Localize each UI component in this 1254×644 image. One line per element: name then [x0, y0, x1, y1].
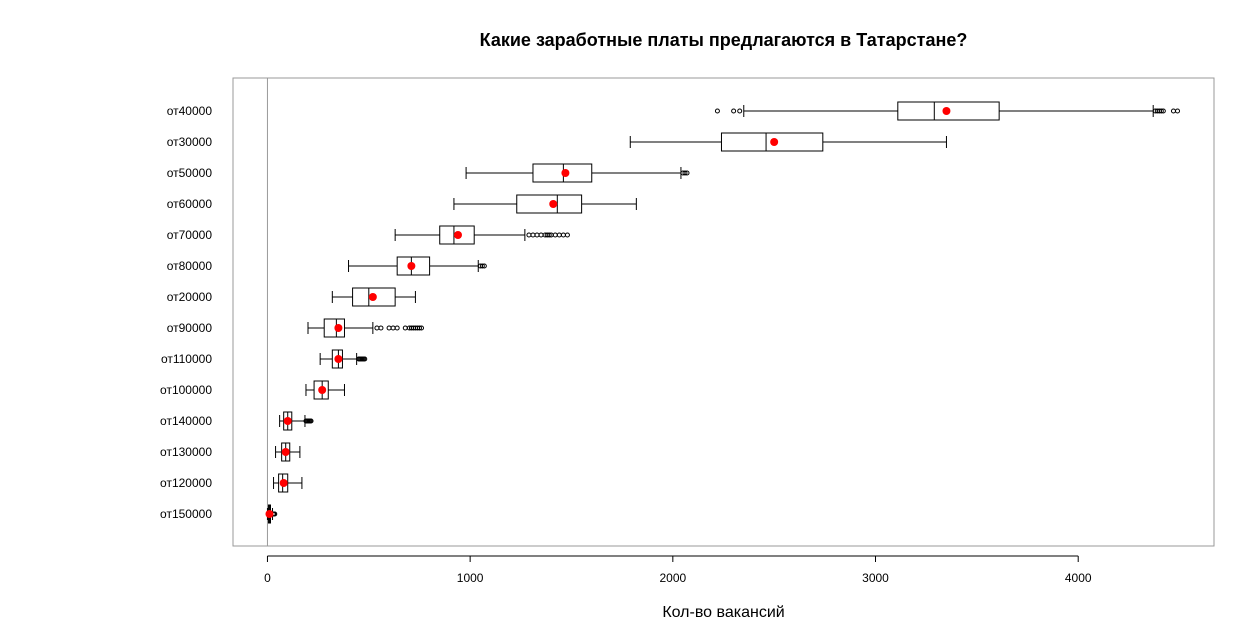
x-axis-label: Кол-во вакансий — [662, 604, 785, 621]
y-tick-label: от150000 — [160, 507, 212, 521]
outlier-point — [1175, 108, 1181, 114]
mean-point — [561, 169, 570, 177]
outlier-point — [481, 263, 487, 269]
y-tick-label: от50000 — [167, 166, 213, 180]
y-tick-label: от120000 — [160, 476, 212, 490]
y-tick-label: от100000 — [160, 383, 212, 397]
y-tick-label: от60000 — [167, 197, 213, 211]
iqr-box — [516, 194, 583, 214]
outlier-point — [682, 170, 688, 176]
x-tick-label: 2000 — [659, 571, 686, 585]
mean-point — [283, 417, 292, 425]
box-group-от110000 — [319, 349, 368, 369]
x-tick-label: 3000 — [862, 571, 889, 585]
mean-point — [279, 479, 288, 487]
box-group-от50000 — [465, 163, 690, 183]
outlier-point — [556, 232, 562, 238]
outlier-point — [538, 232, 544, 238]
y-tick-label: от140000 — [160, 414, 212, 428]
box-group-от40000 — [714, 101, 1181, 121]
y-tick-label: от90000 — [167, 321, 213, 335]
outlier-point — [564, 232, 570, 238]
outlier-point — [416, 325, 422, 331]
outlier-point — [731, 108, 737, 114]
outlier-point — [378, 325, 384, 331]
y-tick-label: от110000 — [161, 352, 212, 366]
outlier-point — [308, 418, 314, 424]
x-tick-label: 1000 — [457, 571, 484, 585]
mean-point — [318, 386, 327, 394]
outlier-point — [546, 232, 552, 238]
y-tick-label: от80000 — [167, 259, 213, 273]
box-group-от80000 — [348, 256, 487, 276]
outlier-point — [1158, 108, 1164, 114]
outlier-point — [552, 232, 558, 238]
mean-point — [334, 324, 343, 332]
chart-title: Какие заработные платы предлагаются в Та… — [479, 30, 968, 50]
outlier-point — [684, 170, 690, 176]
box-group-от30000 — [629, 132, 947, 152]
outlier-point — [1160, 108, 1166, 114]
box-group-от60000 — [453, 194, 637, 214]
outlier-point — [479, 263, 485, 269]
box-group-от20000 — [331, 287, 416, 307]
boxes-layer — [265, 101, 1181, 524]
outlier-point — [560, 232, 566, 238]
outlier-point — [394, 325, 400, 331]
mean-point — [453, 231, 462, 239]
y-tick-label: от20000 — [167, 290, 213, 304]
outlier-point — [714, 108, 720, 114]
box-group-от150000 — [265, 504, 278, 524]
mean-point — [281, 448, 290, 456]
box-group-от120000 — [273, 473, 303, 493]
outlier-point — [530, 232, 536, 238]
outlier-point — [418, 325, 424, 331]
box-group-от70000 — [394, 225, 570, 245]
mean-point — [549, 200, 558, 208]
mean-point — [770, 138, 779, 146]
mean-point — [265, 510, 274, 518]
y-tick-label: от30000 — [167, 135, 213, 149]
outlier-point — [386, 325, 392, 331]
mean-point — [407, 262, 416, 270]
x-axis: 0 1000 2000 3000 4000 — [264, 555, 1092, 585]
iqr-box — [323, 318, 345, 338]
box-group-от130000 — [275, 442, 301, 462]
mean-point — [334, 355, 343, 363]
outlier-point — [526, 232, 532, 238]
outlier-point — [390, 325, 396, 331]
y-tick-label: от40000 — [167, 104, 213, 118]
outlier-point — [1170, 108, 1176, 114]
x-tick-label: 0 — [264, 571, 271, 585]
box-group-от140000 — [279, 411, 314, 431]
x-tick-label: 4000 — [1065, 571, 1092, 585]
y-tick-label: от70000 — [167, 228, 213, 242]
mean-point — [368, 293, 377, 301]
outlier-point — [534, 232, 540, 238]
outlier-point — [362, 356, 368, 362]
outlier-point — [737, 108, 743, 114]
box-group-от100000 — [305, 380, 345, 400]
y-axis-tick-labels: от40000 от30000 от50000 от60000 от70000 от800… — [160, 104, 212, 521]
plot-frame — [232, 77, 1215, 547]
box-group-от90000 — [307, 318, 424, 338]
mean-point — [942, 107, 951, 115]
outlier-point — [402, 325, 408, 331]
outlier-point — [374, 325, 380, 331]
y-tick-label: от130000 — [160, 445, 212, 459]
